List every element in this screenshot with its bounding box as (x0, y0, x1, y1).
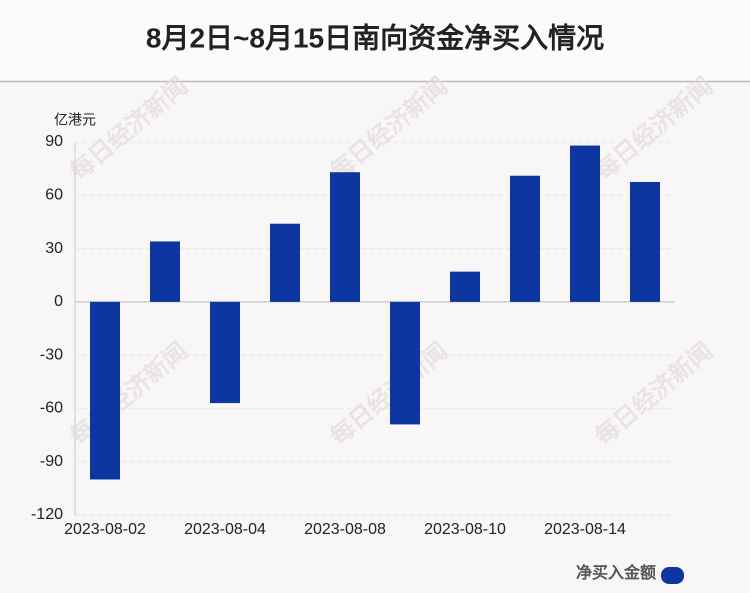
bar (90, 301, 120, 480)
bar (450, 271, 480, 302)
y-tick-label: -120 (31, 506, 63, 523)
watermark: 每日经济新闻 (590, 72, 718, 186)
y-tick-label: -90 (40, 453, 63, 470)
y-tick-label: -60 (40, 400, 63, 417)
title-band (0, 0, 750, 81)
y-unit: 亿港元 (54, 112, 96, 128)
x-tick-label: 2023-08-08 (304, 521, 386, 538)
chart-title: 8月2日~8月15日南向资金净买入情况 (146, 21, 604, 53)
x-tick-label: 2023-08-10 (424, 521, 506, 538)
watermark: 每日经济新闻 (590, 337, 718, 451)
y-tick-label: -30 (40, 346, 63, 363)
bar (510, 175, 540, 302)
legend-swatch (661, 567, 684, 584)
watermark: 每日经济新闻 (325, 337, 453, 451)
bar (270, 223, 300, 302)
y-tick-label: 90 (45, 133, 63, 150)
y-tick-label: 0 (54, 293, 63, 310)
bar (390, 301, 420, 425)
legend-label: 净买入金额 (576, 563, 656, 582)
watermark: 每日经济新闻 (325, 72, 453, 186)
x-tick-label: 2023-08-04 (184, 521, 266, 538)
y-tick-label: 60 (45, 187, 63, 204)
bar (150, 241, 180, 302)
y-tick-label: 30 (45, 240, 63, 257)
bar (210, 301, 240, 404)
x-tick-label: 2023-08-14 (544, 521, 626, 538)
bar (330, 172, 360, 302)
watermark: 每日经济新闻 (65, 72, 193, 186)
x-tick-label: 2023-08-02 (64, 521, 146, 538)
bar (630, 181, 660, 302)
bar (570, 145, 600, 302)
watermark: 每日经济新闻 (65, 337, 193, 451)
